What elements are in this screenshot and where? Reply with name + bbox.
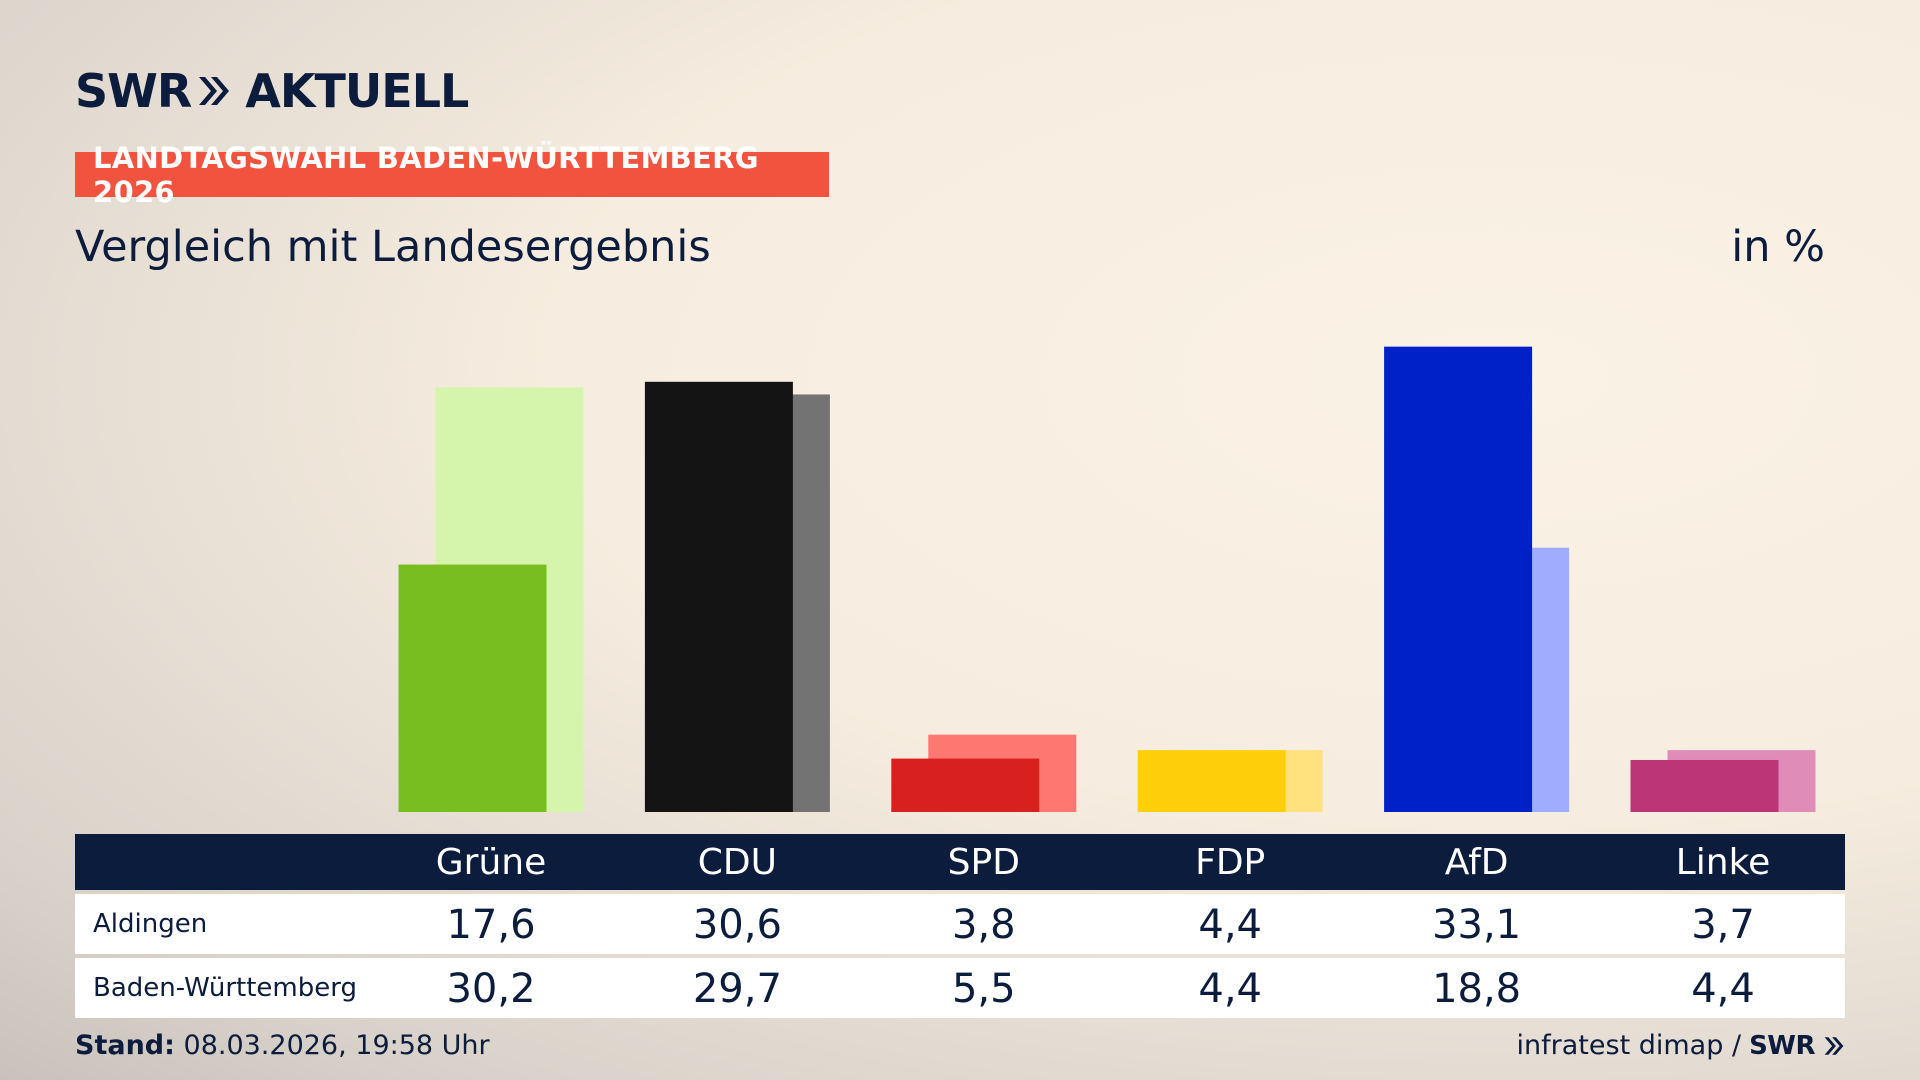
stand-value: 08.03.2026, 19:58 Uhr (183, 1030, 490, 1061)
stand-label: Stand: (75, 1030, 175, 1061)
party-label: CDU (697, 842, 777, 883)
party-label: Grüne (435, 842, 547, 883)
value-cell: 30,2 (446, 966, 536, 1012)
swr-aktuell-logo: SWR AKTUELL (75, 64, 469, 118)
party-label: Linke (1675, 842, 1771, 883)
chart-subtitle: Vergleich mit Landesergebnis (75, 222, 711, 272)
bar-aldingen-3 (1137, 750, 1286, 812)
party-label: FDP (1195, 842, 1266, 883)
election-badge: LANDTAGSWAHL BADEN-WÜRTTEMBERG 2026 (75, 141, 829, 209)
value-cell: 33,1 (1432, 902, 1522, 948)
row-label: Baden-Württemberg (93, 973, 357, 1003)
source-logo: SWR (1749, 1030, 1815, 1061)
value-cell: 29,7 (692, 966, 782, 1012)
party-label: AfD (1444, 842, 1509, 883)
chevron-double-icon (199, 77, 230, 105)
value-cell: 4,4 (1198, 966, 1262, 1012)
table-row: Baden-Württemberg 30,2 29,7 5,5 4,4 18,8 4,4 (75, 958, 1845, 1018)
value-cell: 18,8 (1432, 966, 1522, 1012)
value-cell: 30,6 (692, 902, 782, 948)
bar-chart (398, 346, 1816, 812)
value-cell: 4,4 (1198, 902, 1262, 948)
bar-aldingen-1 (644, 381, 793, 812)
value-cell: 17,6 (446, 902, 536, 948)
results-table: Grüne CDU SPD FDP AfD Linke Aldingen 17,6 30,6… (75, 834, 1845, 1018)
bar-aldingen-5 (1630, 759, 1779, 812)
source-credit: infratest dimap / SWR (1517, 1030, 1845, 1061)
bar-aldingen-0 (398, 564, 547, 812)
value-cell: 4,4 (1691, 966, 1755, 1012)
value-cell: 3,7 (1691, 902, 1755, 948)
bar-aldingen-2 (891, 758, 1040, 812)
value-cell: 3,8 (951, 902, 1016, 948)
chevron-double-icon (1824, 1036, 1844, 1055)
table-header: Grüne CDU SPD FDP AfD Linke (75, 834, 1845, 890)
logo-suffix: AKTUELL (245, 64, 469, 118)
value-cell: 5,5 (951, 966, 1016, 1012)
timestamp: Stand: 08.03.2026, 19:58 Uhr (75, 1030, 490, 1061)
unit-label: in % (1731, 222, 1825, 272)
source-text: infratest dimap / (1516, 1030, 1742, 1061)
table-row: Aldingen 17,6 30,6 3,8 4,4 33,1 3,7 (75, 894, 1845, 954)
party-label: SPD (947, 842, 1020, 883)
bar-aldingen-4 (1384, 346, 1533, 812)
logo-text: SWR (75, 64, 192, 118)
row-label: Aldingen (93, 909, 208, 939)
